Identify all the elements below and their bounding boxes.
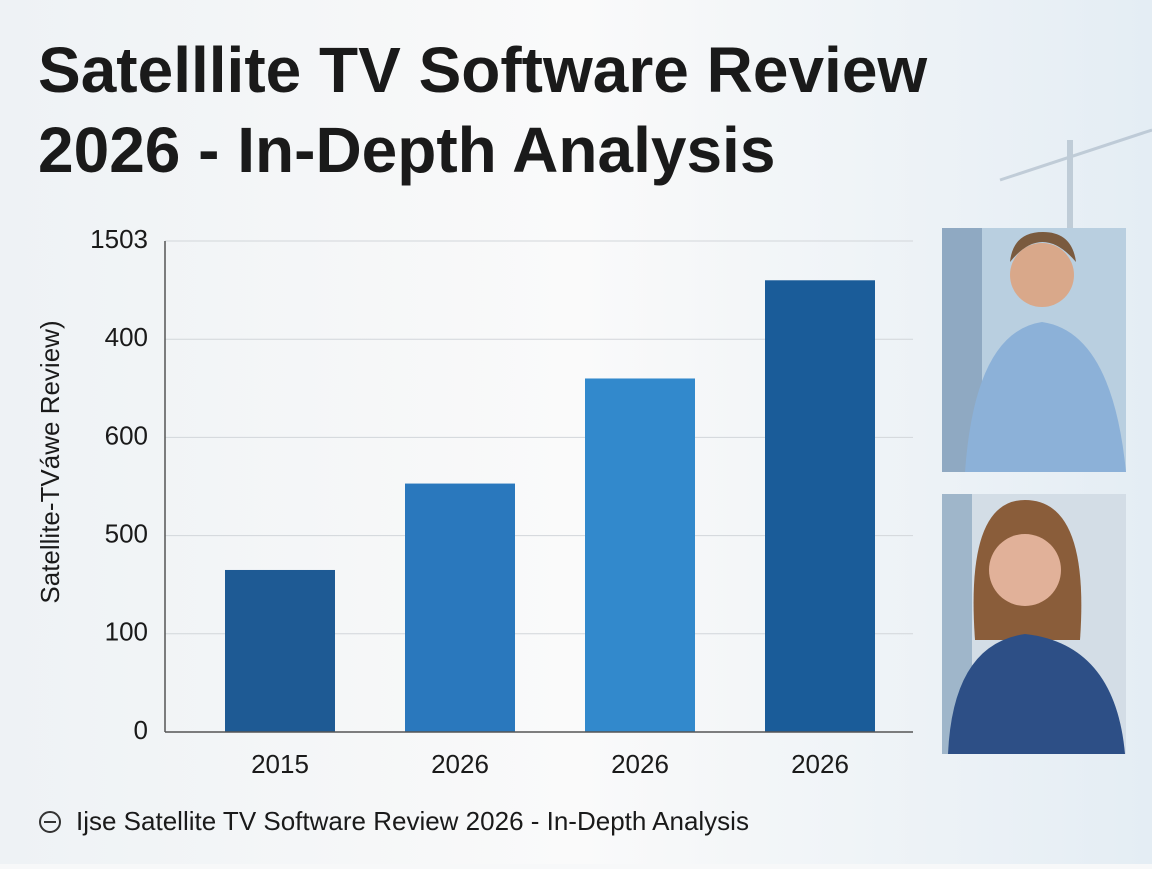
- bar: [225, 569, 335, 732]
- y-tick-label: 600: [105, 420, 148, 450]
- x-tick-label: 2026: [431, 749, 489, 779]
- caption-icon: [39, 811, 61, 833]
- x-tick-label: 2026: [791, 749, 849, 779]
- y-tick-label: 400: [105, 322, 148, 352]
- bar: [405, 483, 515, 732]
- title-line: Satelllite TV Software Review: [38, 34, 927, 106]
- bar: [765, 280, 875, 732]
- bar: [585, 378, 695, 732]
- y-tick-label: 0: [134, 715, 148, 745]
- y-axis-label: Satellite-TVáwe Review): [35, 320, 65, 603]
- y-tick-label: 1503: [90, 224, 148, 254]
- window-decor: [999, 128, 1152, 230]
- y-tick-label: 100: [105, 617, 148, 647]
- x-tick-label: 2015: [251, 749, 309, 779]
- caption: Ijse Satellite TV Software Review 2026 -…: [76, 806, 749, 836]
- y-tick-label: 500: [105, 518, 148, 548]
- x-tick-label: 2026: [611, 749, 669, 779]
- title-line: 2026 - In-Depth Analysis: [38, 114, 775, 186]
- photo-woman: [942, 494, 1126, 754]
- photo-man: [942, 228, 1126, 472]
